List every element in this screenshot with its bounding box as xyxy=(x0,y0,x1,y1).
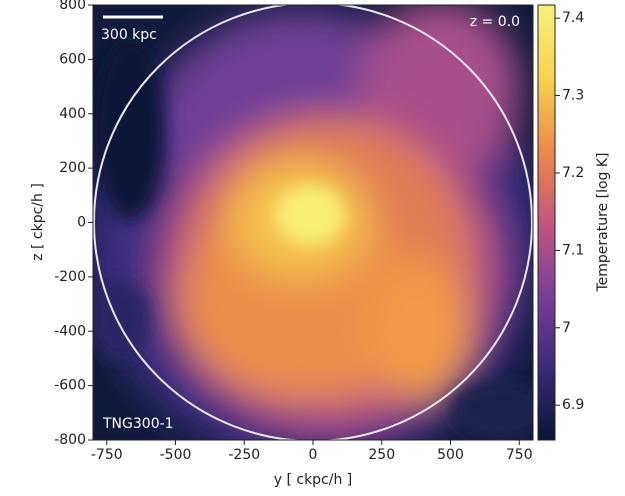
colorbar-label: Temperature [log K] xyxy=(595,152,611,292)
y-axis-label: z [ ckpc/h ] xyxy=(30,183,46,261)
x-tick-label: 250 xyxy=(368,447,395,463)
y-tick-label: 600 xyxy=(59,51,86,67)
y-tick-label: 400 xyxy=(59,106,86,122)
redshift-label: z = 0.0 xyxy=(470,14,520,30)
x-tick-label: 0 xyxy=(309,447,318,463)
y-tick-label: 0 xyxy=(77,215,86,231)
colorbar-tick-label: 7.3 xyxy=(562,88,584,104)
x-tick-label: 750 xyxy=(506,447,533,463)
colorbar xyxy=(537,4,556,441)
y-tick-label: 200 xyxy=(59,160,86,176)
colorbar-tick-label: 7.2 xyxy=(562,165,584,181)
x-tick-label: -500 xyxy=(160,447,192,463)
x-tick-label: -250 xyxy=(228,447,260,463)
colorbar-tick-label: 7.4 xyxy=(562,10,584,26)
x-tick-label: -750 xyxy=(91,447,123,463)
y-tick-label: -600 xyxy=(54,378,86,394)
scale-label: 300 kpc xyxy=(101,27,157,43)
x-tick-label: 500 xyxy=(437,447,464,463)
simulation-label: TNG300-1 xyxy=(102,416,174,432)
temperature-map xyxy=(93,5,533,440)
x-axis-label: y [ ckpc/h ] xyxy=(274,472,353,488)
y-tick-label: -800 xyxy=(54,432,86,448)
y-tick-label: -400 xyxy=(54,323,86,339)
y-tick-label: 800 xyxy=(59,0,86,13)
colorbar-tick-label: 6.9 xyxy=(562,397,584,413)
colorbar-tick-label: 7 xyxy=(562,320,571,336)
colorbar-tick-label: 7.1 xyxy=(562,242,584,258)
y-tick-label: -200 xyxy=(54,269,86,285)
